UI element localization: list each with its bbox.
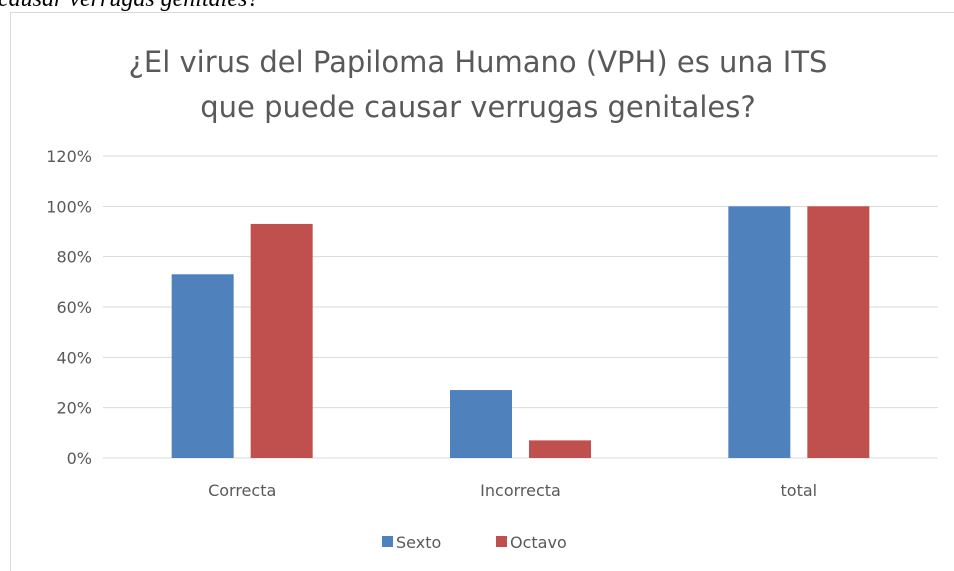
x-tick-label: total bbox=[781, 481, 818, 500]
y-tick-label: 40% bbox=[56, 348, 92, 367]
y-tick-label: 20% bbox=[56, 399, 92, 418]
bar bbox=[807, 206, 870, 458]
bar bbox=[450, 390, 512, 458]
chart-border bbox=[10, 12, 954, 571]
chart-title: que puede causar verrugas genitales? bbox=[200, 90, 756, 124]
legend-label: Sexto bbox=[396, 533, 441, 552]
bar bbox=[250, 223, 313, 458]
caption: causar verrugas genitales? bbox=[0, 0, 259, 12]
x-tick-label: Correcta bbox=[208, 481, 276, 500]
y-tick-label: 100% bbox=[46, 197, 92, 216]
chart-title: ¿El virus del Papiloma Humano (VPH) es u… bbox=[129, 45, 828, 79]
y-tick-label: 60% bbox=[56, 298, 92, 317]
bar bbox=[529, 440, 591, 458]
bar bbox=[171, 274, 234, 458]
y-tick-label: 80% bbox=[56, 248, 92, 267]
bar bbox=[728, 206, 791, 458]
x-tick-label: Incorrecta bbox=[480, 481, 561, 500]
legend-swatch bbox=[382, 536, 393, 547]
legend-swatch bbox=[496, 536, 507, 547]
y-tick-label: 120% bbox=[46, 147, 92, 166]
legend-label: Octavo bbox=[510, 533, 567, 552]
y-tick-label: 0% bbox=[67, 449, 92, 468]
